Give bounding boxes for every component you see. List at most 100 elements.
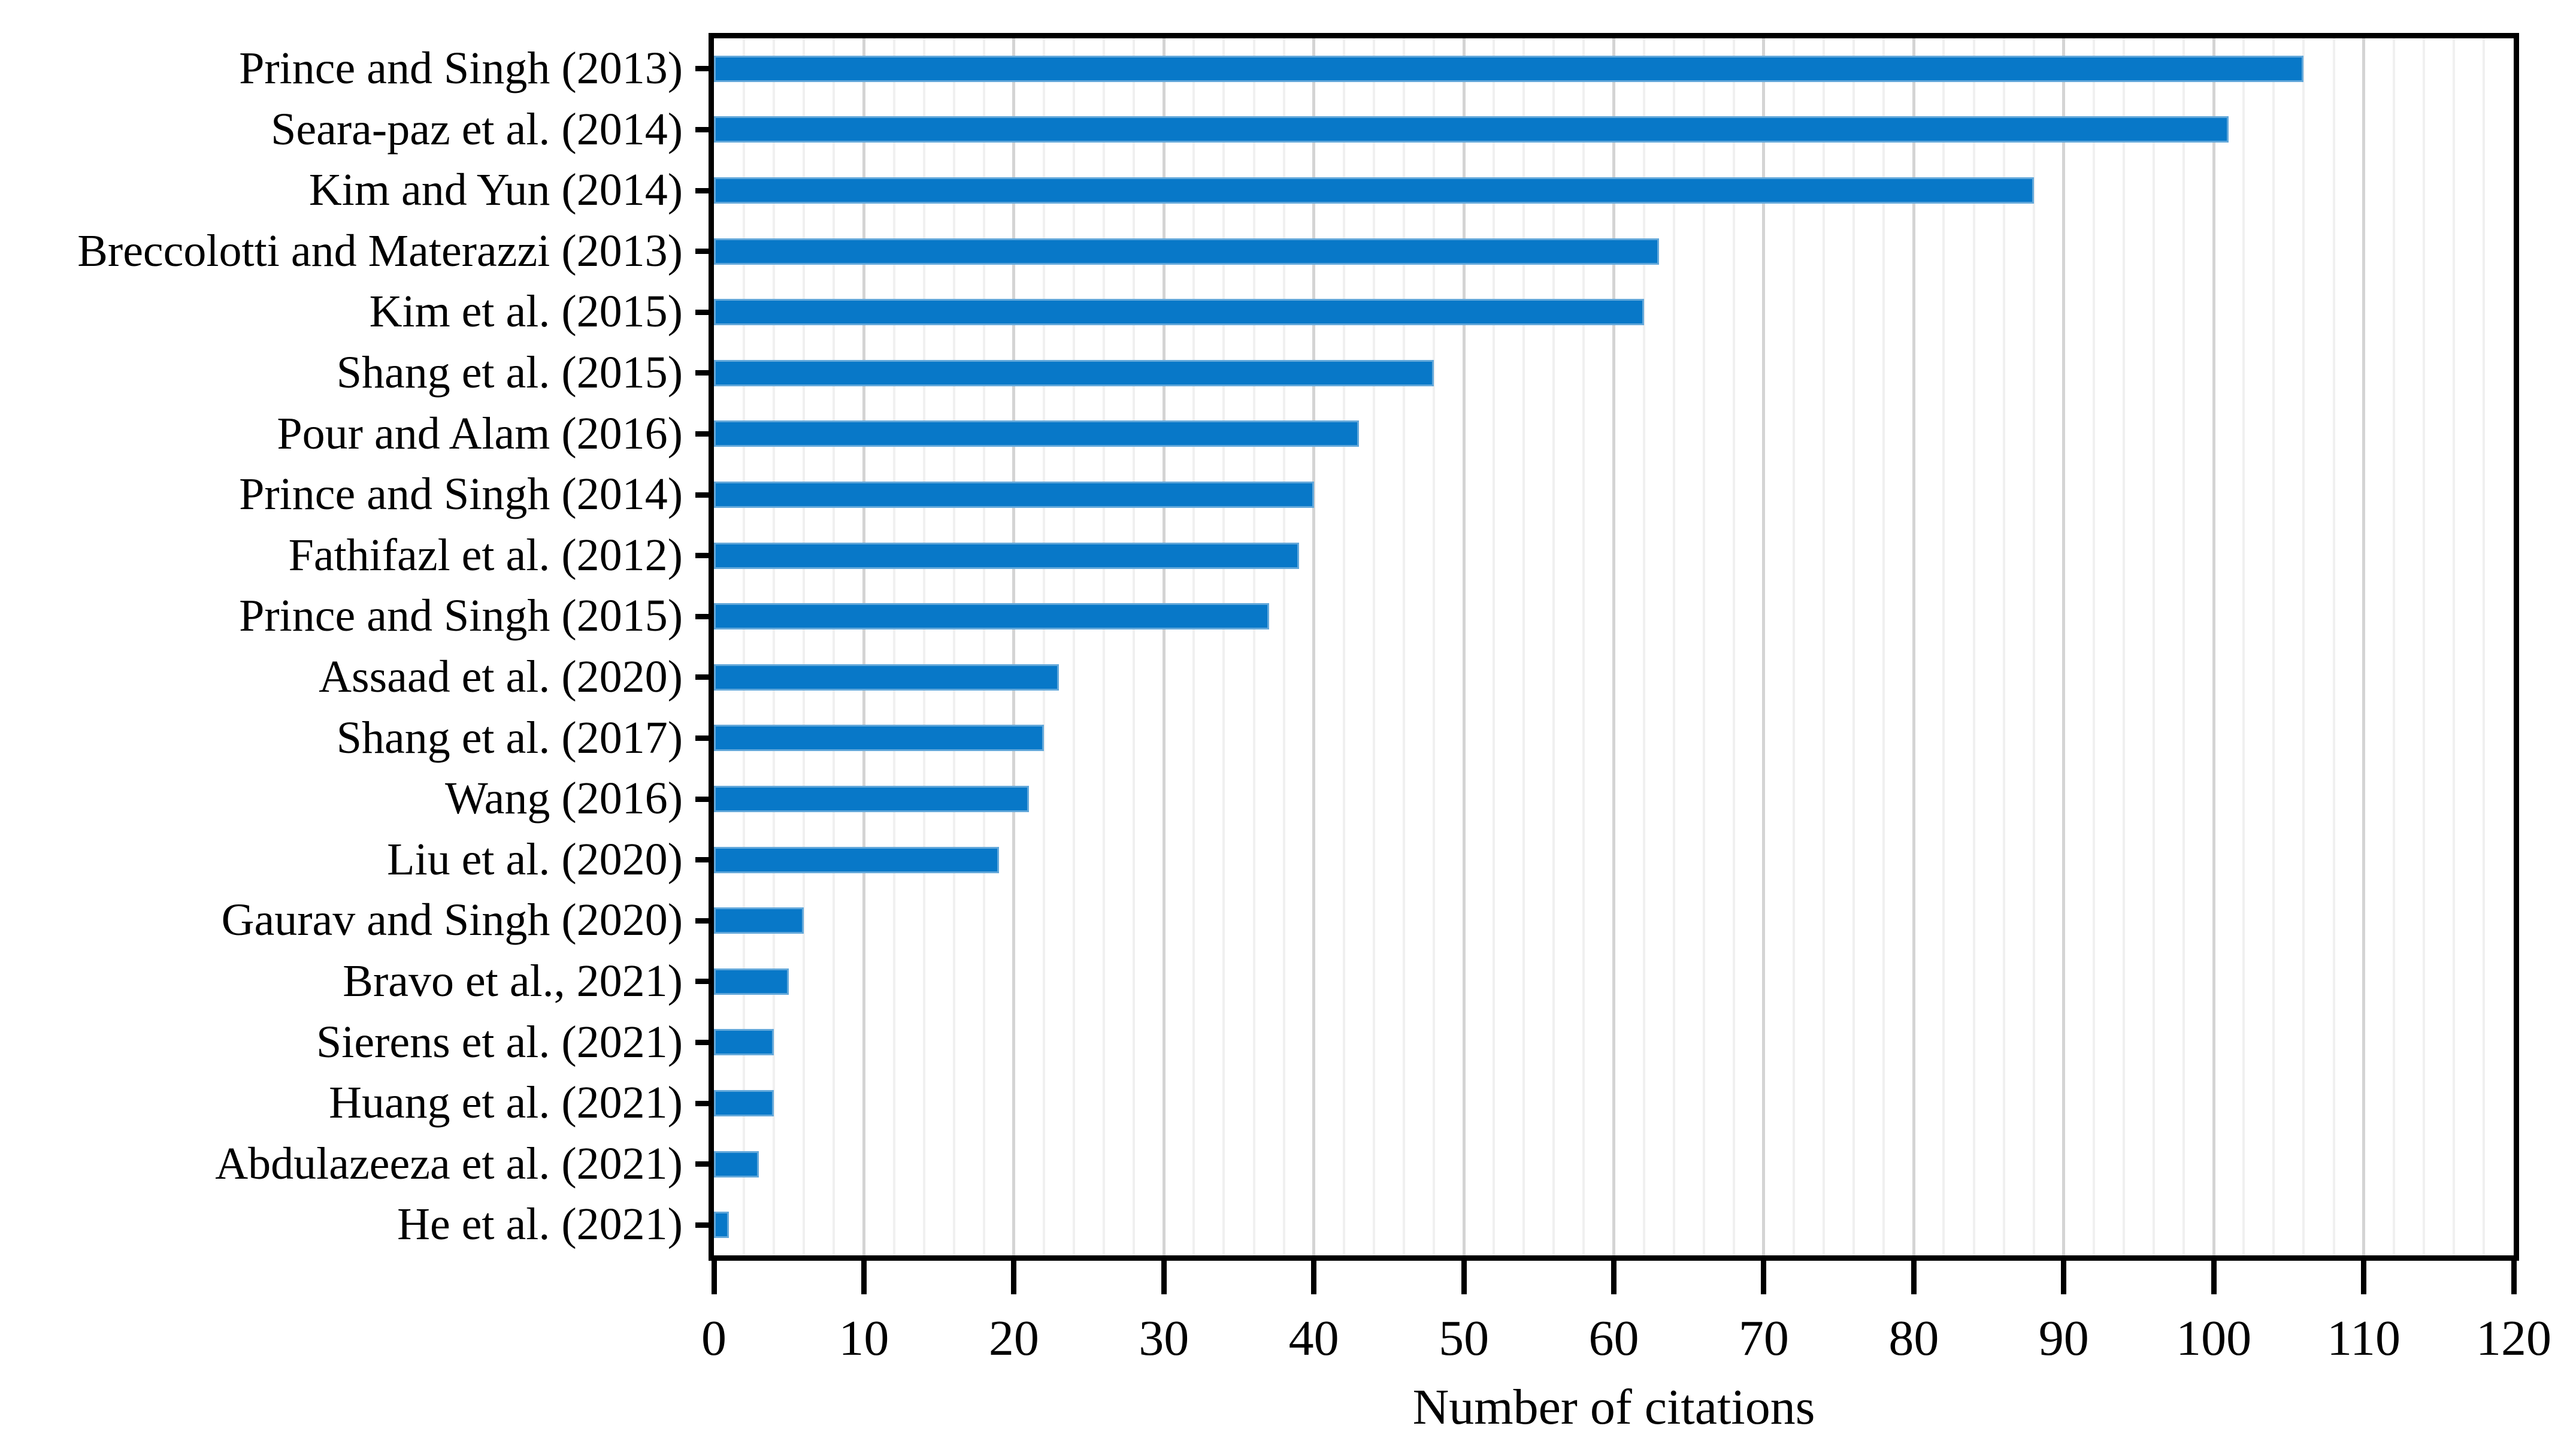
grid-line-minor [2482,38,2485,1255]
x-tick-label: 20 [988,1310,1039,1366]
grid-line-minor [1852,38,1855,1255]
grid-line-minor [2182,38,2185,1255]
bar [714,1212,729,1239]
x-tick [1161,1261,1167,1294]
bar [714,299,1644,326]
grid-line-minor [1252,38,1255,1255]
grid-line-minor [1402,38,1405,1255]
grid-line-minor [2452,38,2455,1255]
x-tick-label: 30 [1139,1310,1189,1366]
category-label: Fathifazl et al. (2012) [288,529,683,580]
bar [714,238,1659,265]
grid-line-minor [2242,38,2245,1255]
grid-line-minor [892,38,895,1255]
grid-line-minor [2122,38,2125,1255]
x-tick-label: 90 [2038,1310,2089,1366]
category-label: Kim and Yun (2014) [308,165,683,216]
category-label: Seara-paz et al. (2014) [271,104,683,155]
y-tick [695,492,710,498]
x-tick-label: 110 [2327,1310,2401,1366]
y-tick [695,66,710,72]
grid-line-minor [1133,38,1136,1255]
category-label: Wang (2016) [445,773,683,824]
x-tick-label: 120 [2476,1310,2551,1366]
grid-line-minor [1192,38,1195,1255]
x-tick-label: 0 [701,1310,726,1366]
bar [714,968,789,995]
grid-line-major [1912,38,1915,1255]
x-tick [1461,1261,1467,1294]
grid-line-major [1612,38,1615,1255]
category-label: Liu et al. (2020) [387,834,683,885]
y-tick [695,553,710,559]
x-tick [711,1261,717,1294]
x-tick [1761,1261,1767,1294]
grid-line-minor [1942,38,1945,1255]
category-label: Abdulazeeza et al. (2021) [215,1138,683,1189]
grid-line-major [2212,38,2215,1255]
grid-line-minor [1882,38,1885,1255]
bar [714,603,1269,630]
y-tick [695,309,710,315]
category-label: Sierens et al. (2021) [316,1016,683,1067]
category-label: Prince and Singh (2014) [239,469,683,520]
grid-line-minor [1493,38,1496,1255]
y-tick [695,796,710,802]
x-tick [1911,1261,1917,1294]
category-label: Prince and Singh (2013) [239,43,683,93]
grid-line-minor [2422,38,2425,1255]
grid-line-minor [1073,38,1075,1255]
x-tick [1011,1261,1017,1294]
x-tick [2511,1261,2517,1294]
bar [714,116,2229,143]
y-tick [695,918,710,924]
grid-line-minor [803,38,806,1255]
grid-line-minor [1222,38,1225,1255]
grid-line-minor [922,38,925,1255]
grid-line-minor [1823,38,1826,1255]
grid-line-major [1462,38,1466,1255]
x-tick-label: 10 [838,1310,889,1366]
bar [714,786,1029,812]
category-label: Prince and Singh (2015) [239,591,683,641]
category-label: Assaad et al. (2020) [319,652,683,702]
x-axis-title: Number of citations [1412,1379,1815,1435]
x-tick [2361,1261,2367,1294]
bar [714,846,999,873]
y-tick [695,249,710,255]
x-tick-label: 80 [1888,1310,1939,1366]
grid-line-minor [1342,38,1345,1255]
grid-line-major [862,38,865,1255]
x-tick-label: 100 [2176,1310,2252,1366]
grid-line-minor [1042,38,1045,1255]
bar [714,420,1359,447]
category-label: Bravo et al., 2021) [343,956,683,1006]
grid-line-minor [2092,38,2095,1255]
grid-line-minor [952,38,955,1255]
grid-line-major [2362,38,2366,1255]
grid-line-minor [1522,38,1525,1255]
category-label: Breccolotti and Materazzi (2013) [77,225,683,276]
y-tick [695,857,710,863]
x-tick [861,1261,867,1294]
grid-line-minor [773,38,776,1255]
y-tick [695,735,710,741]
bar [714,55,2304,82]
grid-line-major [1762,38,1766,1255]
bar [714,542,1299,569]
y-tick [695,674,710,680]
y-tick [695,126,710,132]
grid-line-minor [1103,38,1106,1255]
y-tick [695,187,710,193]
x-tick [2211,1261,2217,1294]
grid-line-minor [1282,38,1285,1255]
grid-line-minor [833,38,836,1255]
bar [714,359,1434,386]
grid-line-minor [2392,38,2395,1255]
bar [714,907,804,934]
grid-line-major [1012,38,1016,1255]
grid-line-minor [2153,38,2155,1255]
grid-line-minor [2332,38,2335,1255]
category-label: Shang et al. (2015) [336,347,683,398]
